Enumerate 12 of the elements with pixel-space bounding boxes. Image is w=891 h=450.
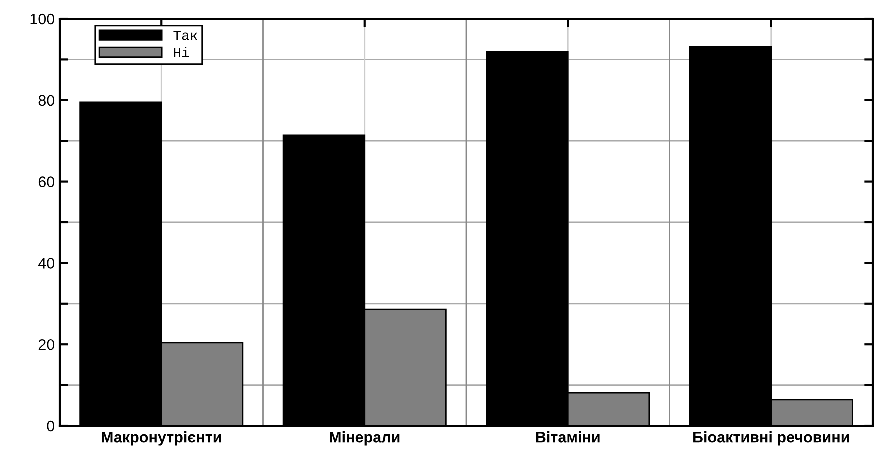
legend-label: Так xyxy=(174,31,198,40)
x-tick-label: Біоактивні речовини xyxy=(694,432,850,446)
y-tick-label: 40 xyxy=(38,258,55,269)
legend-label: Ні xyxy=(174,47,190,58)
y-tick-label: 0 xyxy=(47,420,55,432)
x-tick-label: Макронутрієнти xyxy=(102,432,222,446)
x-tick-label: Вітаміни xyxy=(536,432,600,443)
y-tick-label: 100 xyxy=(30,14,55,25)
y-tick-label: 60 xyxy=(38,176,55,188)
y-tick-label: 80 xyxy=(38,95,55,106)
y-tick-label: 20 xyxy=(38,339,55,350)
x-tick-label: Мінерали xyxy=(330,432,400,446)
